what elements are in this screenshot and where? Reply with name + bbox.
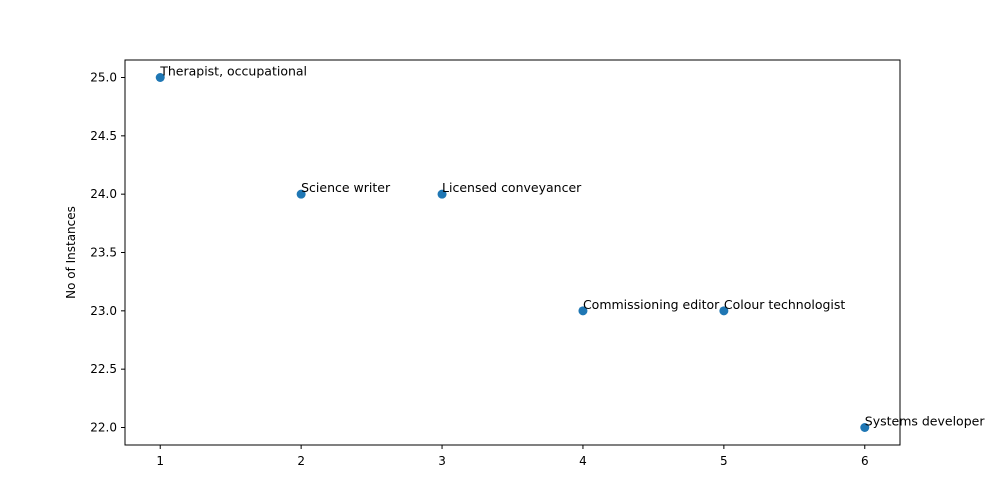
x-axis: 1 2 3 4 5 6 <box>156 445 869 468</box>
y-axis: 22.0 22.5 23.0 23.5 24.0 24.5 25.0 <box>90 71 125 435</box>
y-tick-label: 22.5 <box>90 362 117 376</box>
y-tick-label: 24.5 <box>90 129 117 143</box>
x-tick-label: 3 <box>438 454 446 468</box>
data-point <box>437 189 447 199</box>
plot-marks: Therapist, occupational Science writer Lic… <box>155 64 986 432</box>
x-tick-label: 5 <box>720 454 728 468</box>
y-tick-label: 23.5 <box>90 246 117 260</box>
data-point <box>155 73 165 82</box>
y-axis-label: No of Instances <box>64 206 78 299</box>
y-tick-label: 23.0 <box>90 304 117 318</box>
y-tick-label: 24.0 <box>90 187 117 201</box>
x-tick-label: 6 <box>861 454 869 468</box>
x-tick-label: 1 <box>156 454 164 468</box>
data-point <box>860 423 870 432</box>
point-label: Therapist, occupational <box>159 64 307 79</box>
x-tick-label: 4 <box>579 454 587 468</box>
x-tick-label: 2 <box>297 454 305 468</box>
data-point <box>719 306 729 316</box>
y-tick-label: 22.0 <box>90 421 117 435</box>
data-point <box>296 189 306 199</box>
point-label: Systems developer <box>865 414 986 429</box>
point-label: Science writer <box>301 180 391 195</box>
y-tick-label: 25.0 <box>90 71 117 85</box>
point-label: Commissioning editor <box>583 297 720 312</box>
point-label: Licensed conveyancer <box>442 180 582 195</box>
point-label: Colour technologist <box>724 297 846 312</box>
data-point <box>578 306 588 316</box>
